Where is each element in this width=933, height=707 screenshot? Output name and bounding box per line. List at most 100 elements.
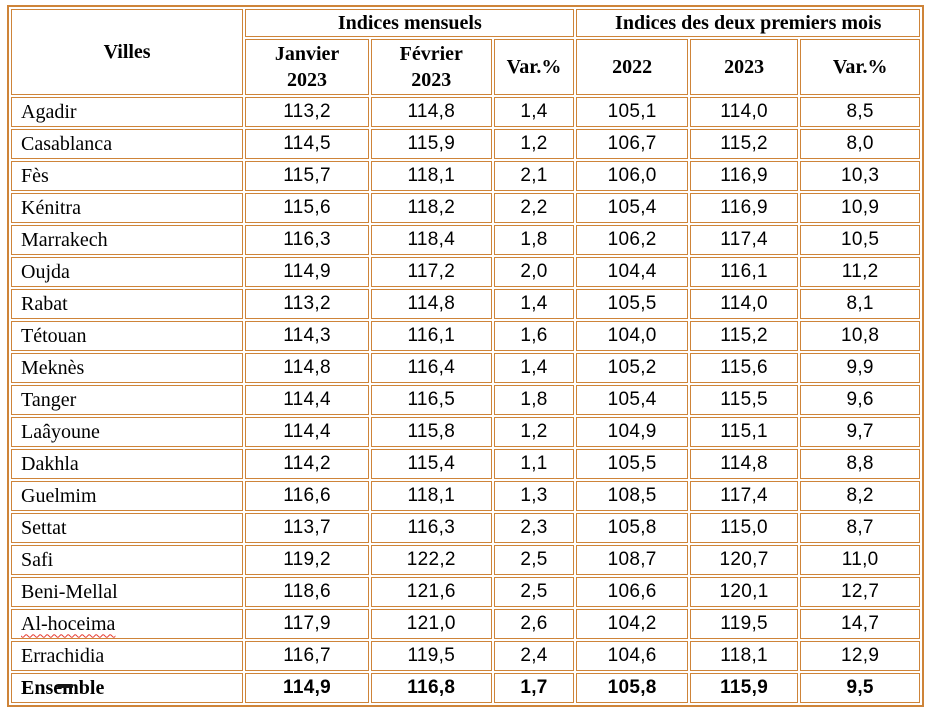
city-label: Safi xyxy=(21,548,54,571)
value-cell: 104,2 xyxy=(576,609,688,639)
city-cell: Casablanca xyxy=(11,129,244,159)
value-cell: 105,1 xyxy=(576,97,688,127)
value-cell: 116,3 xyxy=(370,513,492,543)
value-cell: 120,7 xyxy=(689,545,799,575)
value-cell: 10,8 xyxy=(800,321,920,351)
value-cell: 116,1 xyxy=(689,257,799,287)
value-cell: 114,0 xyxy=(689,97,799,127)
value-cell: 115,5 xyxy=(689,385,799,415)
value-cell: 9,6 xyxy=(800,385,920,415)
value-cell: 2,5 xyxy=(493,545,575,575)
value-cell: 2,2 xyxy=(493,193,575,223)
value-cell: 8,5 xyxy=(800,97,920,127)
city-label: Agadir xyxy=(21,100,77,123)
value-cell: 118,1 xyxy=(370,481,492,511)
value-cell: 12,9 xyxy=(800,641,920,671)
value-cell: 1,2 xyxy=(493,129,575,159)
table-row: Agadir 113,2 114,8 1,4 105,1 114,0 8,5 xyxy=(11,97,920,127)
value-cell: 1,8 xyxy=(493,385,575,415)
value-cell: 1,1 xyxy=(493,449,575,479)
value-cell: 121,6 xyxy=(370,577,492,607)
city-label: Guelmim xyxy=(21,484,97,507)
value-cell: 115,8 xyxy=(370,417,492,447)
subheader-var-pct-cumulative: Var.% xyxy=(800,39,920,95)
city-cell: Tanger xyxy=(11,385,244,415)
table-row: Marrakech 116,3 118,4 1,8 106,2 117,4 10… xyxy=(11,225,920,255)
value-cell: 12,7 xyxy=(800,577,920,607)
table-row: Fès 115,7 118,1 2,1 106,0 116,9 10,3 xyxy=(11,161,920,191)
value-cell: 106,7 xyxy=(576,129,688,159)
value-cell: 104,4 xyxy=(576,257,688,287)
value-cell: 104,6 xyxy=(576,641,688,671)
city-label: Beni-Mellal xyxy=(21,580,118,603)
value-cell: 114,0 xyxy=(689,289,799,319)
value-cell: 117,4 xyxy=(689,225,799,255)
value-cell: 10,5 xyxy=(800,225,920,255)
value-cell: 1,4 xyxy=(493,289,575,319)
value-cell: 115,4 xyxy=(370,449,492,479)
value-cell: 118,4 xyxy=(370,225,492,255)
city-label: Kénitra xyxy=(21,196,81,219)
value-cell: 114,9 xyxy=(245,257,369,287)
city-cell: Guelmim xyxy=(11,481,244,511)
city-cell: Rabat xyxy=(11,289,244,319)
city-cell: Tétouan xyxy=(11,321,244,351)
value-cell: 9,9 xyxy=(800,353,920,383)
value-cell: 105,8 xyxy=(576,673,688,703)
value-cell: 114,8 xyxy=(370,97,492,127)
value-cell: 114,8 xyxy=(689,449,799,479)
value-cell: 116,4 xyxy=(370,353,492,383)
table-row: Kénitra 115,6 118,2 2,2 105,4 116,9 10,9 xyxy=(11,193,920,223)
value-cell: 8,2 xyxy=(800,481,920,511)
value-cell: 9,7 xyxy=(800,417,920,447)
value-cell: 105,8 xyxy=(576,513,688,543)
value-cell: 10,3 xyxy=(800,161,920,191)
value-cell: 114,8 xyxy=(370,289,492,319)
monthly-indices-group-header: Indices mensuels xyxy=(245,9,575,37)
value-cell: 106,0 xyxy=(576,161,688,191)
value-cell: 117,9 xyxy=(245,609,369,639)
table-row: Tétouan 114,3 116,1 1,6 104,0 115,2 10,8 xyxy=(11,321,920,351)
table-row: Dakhla 114,2 115,4 1,1 105,5 114,8 8,8 xyxy=(11,449,920,479)
value-cell: 115,6 xyxy=(689,353,799,383)
value-cell: 115,2 xyxy=(689,129,799,159)
value-cell: 2,6 xyxy=(493,609,575,639)
value-cell: 108,7 xyxy=(576,545,688,575)
city-cell: Al-hoceima xyxy=(11,609,244,639)
value-cell: 115,0 xyxy=(689,513,799,543)
value-cell: 116,8 xyxy=(370,673,492,703)
subheader-janvier-2023: Janvier 2023 xyxy=(245,39,369,95)
value-cell: 120,1 xyxy=(689,577,799,607)
city-label: Oujda xyxy=(21,260,70,283)
city-cell: Settat xyxy=(11,513,244,543)
city-cell: Kénitra xyxy=(11,193,244,223)
value-cell: 116,9 xyxy=(689,193,799,223)
value-cell: 118,6 xyxy=(245,577,369,607)
subheader-2023: 2023 xyxy=(689,39,799,95)
value-cell: 1,4 xyxy=(493,97,575,127)
value-cell: 1,3 xyxy=(493,481,575,511)
value-cell: 11,2 xyxy=(800,257,920,287)
value-cell: 106,6 xyxy=(576,577,688,607)
table-row: Rabat 113,2 114,8 1,4 105,5 114,0 8,1 xyxy=(11,289,920,319)
value-cell: 2,3 xyxy=(493,513,575,543)
value-cell: 8,0 xyxy=(800,129,920,159)
value-cell: 116,9 xyxy=(689,161,799,191)
table-row: Errachidia 116,7 119,5 2,4 104,6 118,1 1… xyxy=(11,641,920,671)
value-cell: 114,8 xyxy=(245,353,369,383)
city-label: Dakhla xyxy=(21,452,79,475)
value-cell: 8,7 xyxy=(800,513,920,543)
table-row: Guelmim 116,6 118,1 1,3 108,5 117,4 8,2 xyxy=(11,481,920,511)
table-row: Safi 119,2 122,2 2,5 108,7 120,7 11,0 xyxy=(11,545,920,575)
value-cell: 1,6 xyxy=(493,321,575,351)
table-row: Ensemble 114,9 116,8 1,7 105,8 115,9 9,5 xyxy=(11,673,920,703)
value-cell: 113,2 xyxy=(245,97,369,127)
value-cell: 9,5 xyxy=(800,673,920,703)
table-row: Al-hoceima 117,9 121,0 2,6 104,2 119,5 1… xyxy=(11,609,920,639)
city-label: Settat xyxy=(21,516,67,539)
city-cell: Oujda xyxy=(11,257,244,287)
value-cell: 114,3 xyxy=(245,321,369,351)
table-body: Agadir 113,2 114,8 1,4 105,1 114,0 8,5 C… xyxy=(11,97,920,703)
value-cell: 116,6 xyxy=(245,481,369,511)
city-label: Tanger xyxy=(21,388,77,411)
